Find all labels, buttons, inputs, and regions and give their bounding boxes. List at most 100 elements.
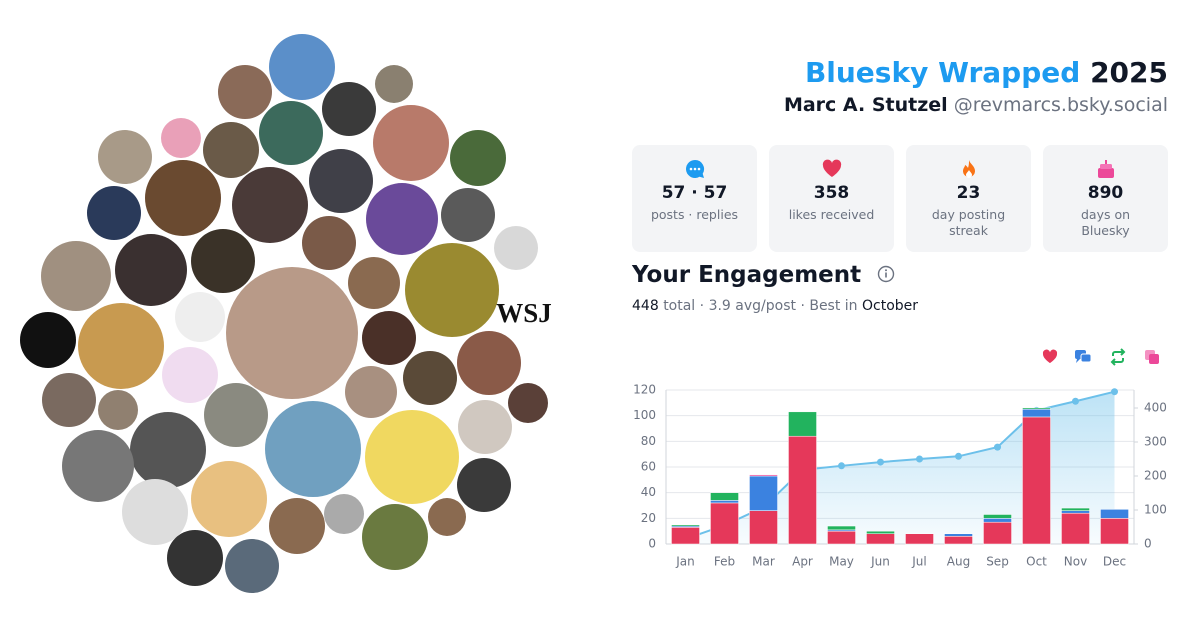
stat-card: 890 days on Bluesky bbox=[1043, 145, 1168, 252]
y-tick-label: 0 bbox=[648, 537, 656, 551]
bar-segment bbox=[788, 411, 817, 437]
avatar[interactable] bbox=[269, 34, 335, 100]
stat-value: 890 bbox=[1087, 183, 1124, 203]
stat-label: day posting streak bbox=[931, 207, 1006, 238]
legend-icon[interactable] bbox=[1042, 349, 1058, 363]
x-tick-label: Mar bbox=[752, 555, 775, 569]
bar-segment bbox=[944, 536, 973, 545]
stat-label: posts · replies bbox=[650, 207, 739, 222]
bar-segment bbox=[749, 475, 778, 511]
icon bbox=[962, 160, 975, 178]
avatar[interactable] bbox=[191, 461, 267, 537]
bar-segment bbox=[866, 530, 895, 534]
bar-segment bbox=[671, 527, 700, 545]
avatar[interactable] bbox=[232, 167, 308, 243]
y-tick-label: 100 bbox=[633, 408, 656, 422]
avatar[interactable] bbox=[42, 373, 96, 427]
x-tick-label: Apr bbox=[792, 555, 813, 569]
avatar[interactable] bbox=[122, 479, 188, 545]
bar-segment bbox=[944, 533, 973, 537]
avatar[interactable] bbox=[226, 267, 358, 399]
y2-tick-label: 0 bbox=[1144, 537, 1152, 551]
avatar[interactable] bbox=[362, 504, 428, 570]
avatar[interactable] bbox=[375, 65, 413, 103]
avatar[interactable] bbox=[175, 292, 225, 342]
avatar[interactable] bbox=[98, 390, 138, 430]
stat-value: 358 bbox=[813, 183, 850, 203]
avatar[interactable] bbox=[191, 229, 255, 293]
bar-segment bbox=[1100, 509, 1129, 519]
avatar[interactable] bbox=[457, 458, 511, 512]
legend-icon[interactable] bbox=[1110, 348, 1126, 366]
bar-segment bbox=[1061, 510, 1090, 514]
avatar[interactable] bbox=[203, 122, 259, 178]
stat-card: 23 day posting streak bbox=[906, 145, 1031, 252]
avatar[interactable] bbox=[130, 412, 206, 488]
avg: 3.9 avg/post bbox=[708, 298, 796, 314]
separator: · bbox=[699, 298, 705, 314]
avatar[interactable] bbox=[218, 65, 272, 119]
x-tick-label: Sep bbox=[986, 555, 1009, 569]
avatar[interactable] bbox=[225, 539, 279, 593]
avatar[interactable] bbox=[87, 186, 141, 240]
avatar[interactable] bbox=[98, 130, 152, 184]
stat-card: 358 likes received bbox=[769, 145, 894, 252]
bar-segment bbox=[983, 518, 1012, 523]
avatar[interactable] bbox=[41, 241, 111, 311]
info-icon[interactable] bbox=[877, 265, 895, 283]
avatar[interactable] bbox=[167, 530, 223, 586]
x-tick-label: Aug bbox=[947, 555, 970, 569]
x-tick-label: Jan bbox=[675, 555, 695, 569]
y-tick-label: 60 bbox=[641, 460, 656, 474]
avatar[interactable] bbox=[78, 303, 164, 389]
legend-icon[interactable] bbox=[1075, 350, 1092, 363]
avatar[interactable] bbox=[373, 105, 449, 181]
legend-icon[interactable] bbox=[1145, 350, 1159, 364]
avatar[interactable] bbox=[204, 383, 268, 447]
avatar[interactable] bbox=[362, 311, 416, 365]
avatar[interactable] bbox=[441, 188, 495, 242]
avatar[interactable] bbox=[259, 101, 323, 165]
avatar[interactable] bbox=[405, 243, 499, 337]
avatar[interactable] bbox=[322, 82, 376, 136]
line-point bbox=[916, 455, 923, 463]
avatar[interactable] bbox=[20, 312, 76, 368]
avatar[interactable] bbox=[403, 351, 457, 405]
avatar[interactable] bbox=[508, 383, 548, 423]
bar-segment bbox=[866, 533, 895, 545]
avatar[interactable] bbox=[450, 130, 506, 186]
avatar[interactable] bbox=[457, 331, 521, 395]
y2-tick-label: 400 bbox=[1144, 401, 1167, 415]
icon bbox=[822, 159, 841, 177]
x-tick-label: Nov bbox=[1064, 555, 1087, 569]
avatar[interactable] bbox=[145, 160, 221, 236]
line-point bbox=[1111, 388, 1118, 396]
avatar[interactable] bbox=[494, 226, 538, 270]
x-tick-label: Oct bbox=[1026, 555, 1047, 569]
avatar[interactable] bbox=[265, 401, 361, 497]
avatar[interactable] bbox=[302, 216, 356, 270]
section-title: Your Engagement bbox=[632, 262, 895, 288]
avatar[interactable] bbox=[366, 183, 438, 255]
avatar[interactable] bbox=[324, 494, 364, 534]
avatar[interactable] bbox=[269, 498, 325, 554]
summary: 448 total · 3.9 avg/post · Best in Octob… bbox=[632, 298, 918, 314]
avatar[interactable] bbox=[365, 410, 459, 504]
x-tick-label: Jun bbox=[870, 555, 890, 569]
handle[interactable]: @revmarcs.bsky.social bbox=[953, 94, 1168, 116]
chart: 0 20 40 60 80 100 120 0 100 200 300 400 Jan Feb Mar Apr… bbox=[633, 348, 1167, 569]
line-point bbox=[877, 458, 884, 466]
x-tick-label: Jul bbox=[911, 555, 926, 569]
avatar[interactable] bbox=[428, 498, 466, 536]
avatar[interactable] bbox=[458, 400, 512, 454]
avatar[interactable] bbox=[62, 430, 134, 502]
avatar[interactable] bbox=[162, 347, 218, 403]
avatar[interactable] bbox=[309, 149, 373, 213]
avatar[interactable] bbox=[161, 118, 201, 158]
avatar[interactable] bbox=[345, 366, 397, 418]
avatar[interactable] bbox=[115, 234, 187, 306]
bar-segment bbox=[983, 514, 1012, 519]
x-tick-label: Feb bbox=[714, 555, 735, 569]
avatar[interactable] bbox=[348, 257, 400, 309]
bar-segment bbox=[710, 502, 739, 545]
